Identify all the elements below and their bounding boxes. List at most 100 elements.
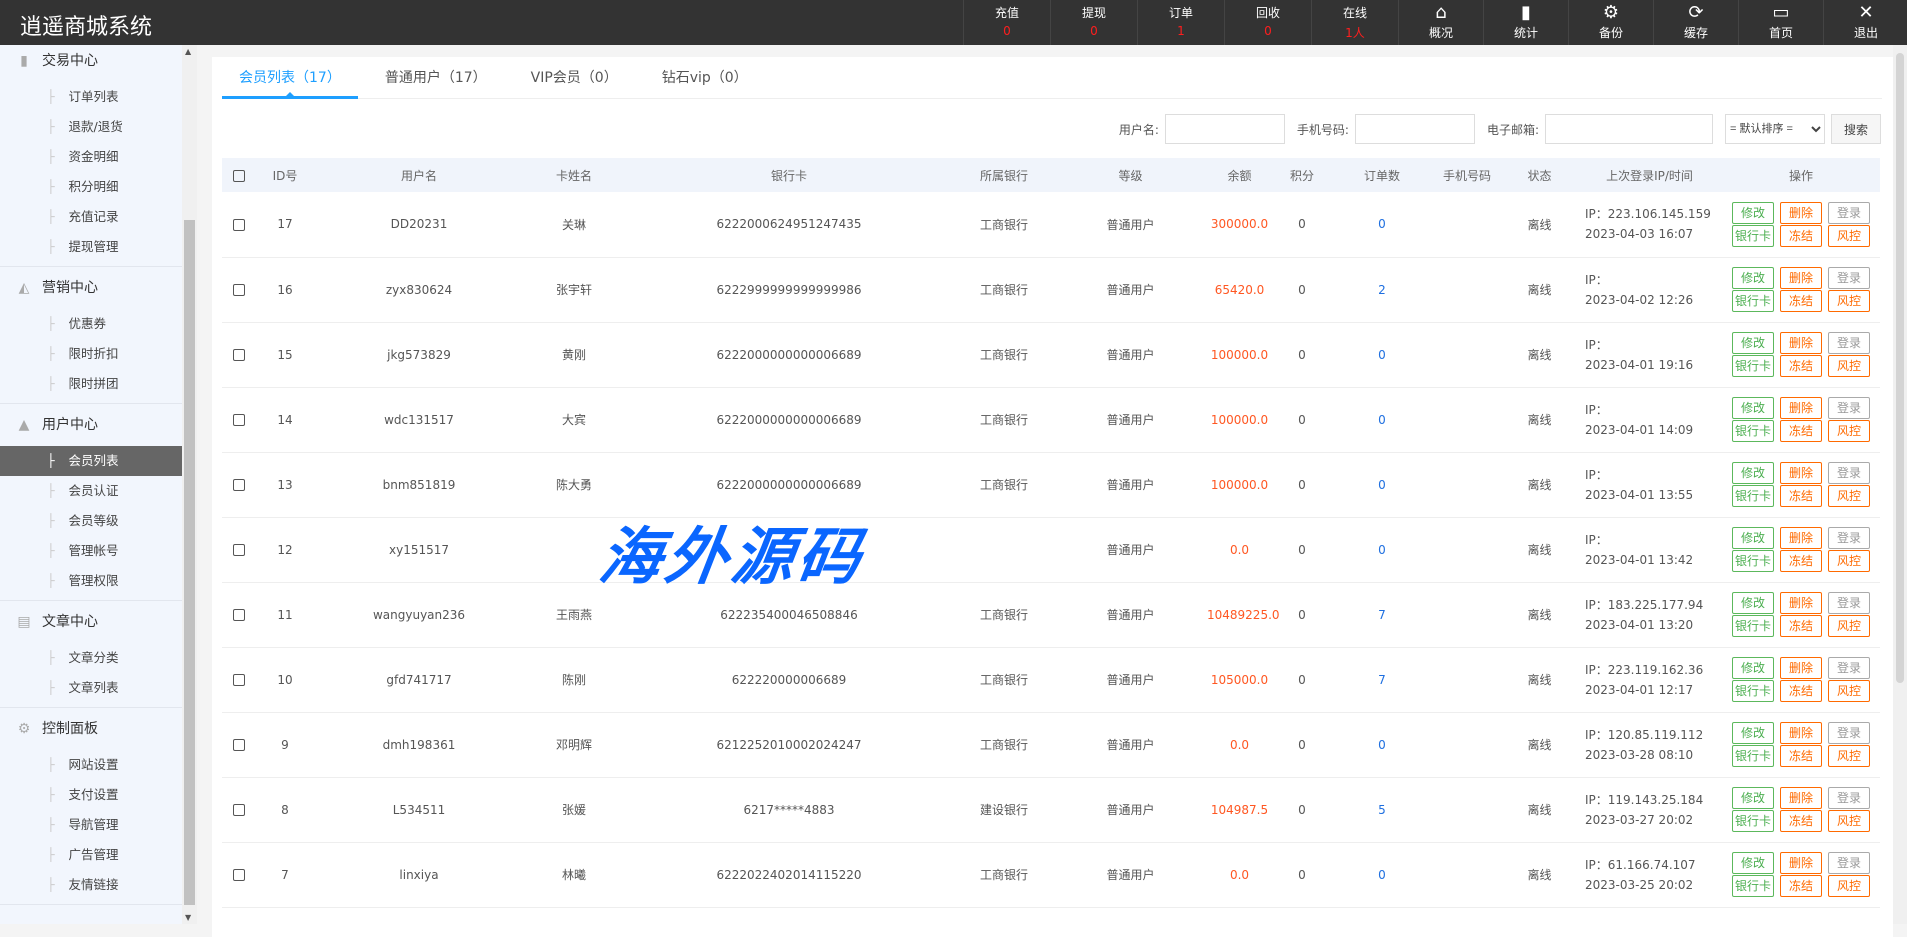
action-button-5[interactable]: 风控 (1828, 420, 1870, 442)
sidebar-group-header[interactable]: ▤ 文章中心 (0, 601, 182, 643)
tab-3[interactable]: 钻石vip（0） (661, 70, 748, 86)
action-button-4[interactable]: 冻结 (1780, 224, 1822, 247)
username-input[interactable] (1164, 114, 1285, 144)
action-button-1[interactable]: 删除 (1780, 201, 1822, 224)
row-checkbox[interactable] (233, 544, 245, 556)
sidebar-item[interactable]: ├ 广告管理 (0, 840, 182, 870)
action-button-5[interactable]: 风控 (1828, 680, 1870, 702)
sidebar-group-header[interactable]: ⚙ 控制面板 (0, 708, 182, 750)
row-checkbox[interactable] (233, 739, 245, 751)
action-button-1[interactable]: 删除 (1780, 592, 1822, 614)
action-button-5[interactable]: 风控 (1828, 485, 1870, 507)
header-button-5[interactable]: ✕ 退出 (1823, 0, 1907, 45)
action-button-5[interactable]: 风控 (1828, 224, 1870, 247)
action-button-5[interactable]: 风控 (1828, 290, 1870, 312)
action-button-3[interactable]: 银行卡 (1732, 680, 1774, 702)
stat-1[interactable]: 提现 0 (1050, 0, 1137, 45)
row-checkbox[interactable] (233, 804, 245, 816)
action-button-0[interactable]: 修改 (1732, 527, 1774, 549)
sidebar-item[interactable]: ├ 网站设置 (0, 750, 182, 780)
sidebar-item[interactable]: ├ 导航管理 (0, 810, 182, 840)
scroll-down-icon[interactable]: ▼ (185, 913, 192, 922)
action-button-0[interactable]: 修改 (1732, 722, 1774, 744)
action-button-1[interactable]: 删除 (1780, 787, 1822, 809)
tab-0[interactable]: 会员列表（17） (222, 57, 358, 99)
search-button[interactable]: 搜索 (1831, 114, 1881, 144)
sidebar-item[interactable]: ├ 会员等级 (0, 506, 182, 536)
action-button-2[interactable]: 登录 (1828, 201, 1870, 224)
action-button-4[interactable]: 冻结 (1780, 550, 1822, 572)
sort-select[interactable]: = 默认排序 = (1725, 114, 1825, 144)
action-button-4[interactable]: 冻结 (1780, 355, 1822, 377)
action-button-5[interactable]: 风控 (1828, 615, 1870, 637)
sidebar-item[interactable]: ├ 管理帐号 (0, 536, 182, 566)
stat-0[interactable]: 充值 0 (963, 0, 1050, 45)
action-button-2[interactable]: 登录 (1828, 657, 1870, 679)
stat-4[interactable]: 在线 1人 (1311, 0, 1398, 45)
row-checkbox[interactable] (233, 284, 245, 296)
action-button-5[interactable]: 风控 (1828, 810, 1870, 832)
sidebar-group-header[interactable]: ▲ 用户中心 (0, 404, 182, 446)
row-checkbox[interactable] (233, 674, 245, 686)
action-button-0[interactable]: 修改 (1732, 787, 1774, 809)
action-button-0[interactable]: 修改 (1732, 592, 1774, 614)
action-button-2[interactable]: 登录 (1828, 527, 1870, 549)
action-button-5[interactable]: 风控 (1828, 355, 1870, 377)
action-button-4[interactable]: 冻结 (1780, 485, 1822, 507)
sidebar-scrollbar[interactable]: ▲ ▼ (182, 45, 197, 924)
action-button-0[interactable]: 修改 (1732, 267, 1774, 289)
action-button-4[interactable]: 冻结 (1780, 875, 1822, 897)
action-button-2[interactable]: 登录 (1828, 397, 1870, 419)
sidebar-item[interactable]: ├ 优惠券 (0, 309, 182, 339)
row-checkbox[interactable] (233, 479, 245, 491)
stat-3[interactable]: 回收 0 (1224, 0, 1311, 45)
action-button-2[interactable]: 登录 (1828, 332, 1870, 354)
sidebar-item[interactable]: ├ 管理权限 (0, 566, 182, 596)
stat-2[interactable]: 订单 1 (1137, 0, 1224, 45)
sidebar-item[interactable]: ├ 友情链接 (0, 870, 182, 900)
row-checkbox[interactable] (233, 218, 245, 231)
sidebar-scroll-thumb[interactable] (184, 220, 195, 905)
action-button-3[interactable]: 银行卡 (1732, 810, 1774, 832)
action-button-2[interactable]: 登录 (1828, 462, 1870, 484)
sidebar-item[interactable]: ├ 订单列表 (0, 82, 182, 112)
action-button-1[interactable]: 删除 (1780, 852, 1822, 874)
row-checkbox[interactable] (233, 349, 245, 361)
action-button-1[interactable]: 删除 (1780, 397, 1822, 419)
sidebar-item[interactable]: ├ 会员列表 (0, 446, 182, 476)
action-button-0[interactable]: 修改 (1732, 462, 1774, 484)
action-button-4[interactable]: 冻结 (1780, 420, 1822, 442)
action-button-3[interactable]: 银行卡 (1732, 875, 1774, 897)
action-button-0[interactable]: 修改 (1732, 397, 1774, 419)
sidebar-item[interactable]: ├ 充值记录 (0, 202, 182, 232)
action-button-4[interactable]: 冻结 (1780, 290, 1822, 312)
row-checkbox[interactable] (233, 414, 245, 426)
action-button-5[interactable]: 风控 (1828, 745, 1870, 767)
phone-input[interactable] (1354, 114, 1475, 144)
action-button-2[interactable]: 登录 (1828, 722, 1870, 744)
action-button-3[interactable]: 银行卡 (1732, 290, 1774, 312)
sidebar-item[interactable]: ├ 限时折扣 (0, 339, 182, 369)
header-button-4[interactable]: ▭ 首页 (1738, 0, 1823, 45)
action-button-1[interactable]: 删除 (1780, 267, 1822, 289)
action-button-0[interactable]: 修改 (1732, 201, 1774, 224)
action-button-5[interactable]: 风控 (1828, 550, 1870, 572)
tab-2[interactable]: VIP会员（0） (530, 70, 618, 86)
sidebar-item[interactable]: ├ 文章列表 (0, 673, 182, 703)
tab-1[interactable]: 普通用户（17） (384, 70, 487, 86)
page-scrollbar[interactable] (1893, 45, 1907, 924)
email-input[interactable] (1545, 114, 1713, 144)
action-button-0[interactable]: 修改 (1732, 332, 1774, 354)
action-button-3[interactable]: 银行卡 (1732, 550, 1774, 572)
action-button-5[interactable]: 风控 (1828, 875, 1870, 897)
sidebar-item[interactable]: ├ 资金明细 (0, 142, 182, 172)
action-button-3[interactable]: 银行卡 (1732, 615, 1774, 637)
action-button-2[interactable]: 登录 (1828, 852, 1870, 874)
action-button-2[interactable]: 登录 (1828, 267, 1870, 289)
action-button-2[interactable]: 登录 (1828, 592, 1870, 614)
action-button-4[interactable]: 冻结 (1780, 810, 1822, 832)
action-button-1[interactable]: 删除 (1780, 722, 1822, 744)
sidebar-item[interactable]: ├ 提现管理 (0, 232, 182, 262)
action-button-4[interactable]: 冻结 (1780, 680, 1822, 702)
row-checkbox[interactable] (233, 609, 245, 621)
